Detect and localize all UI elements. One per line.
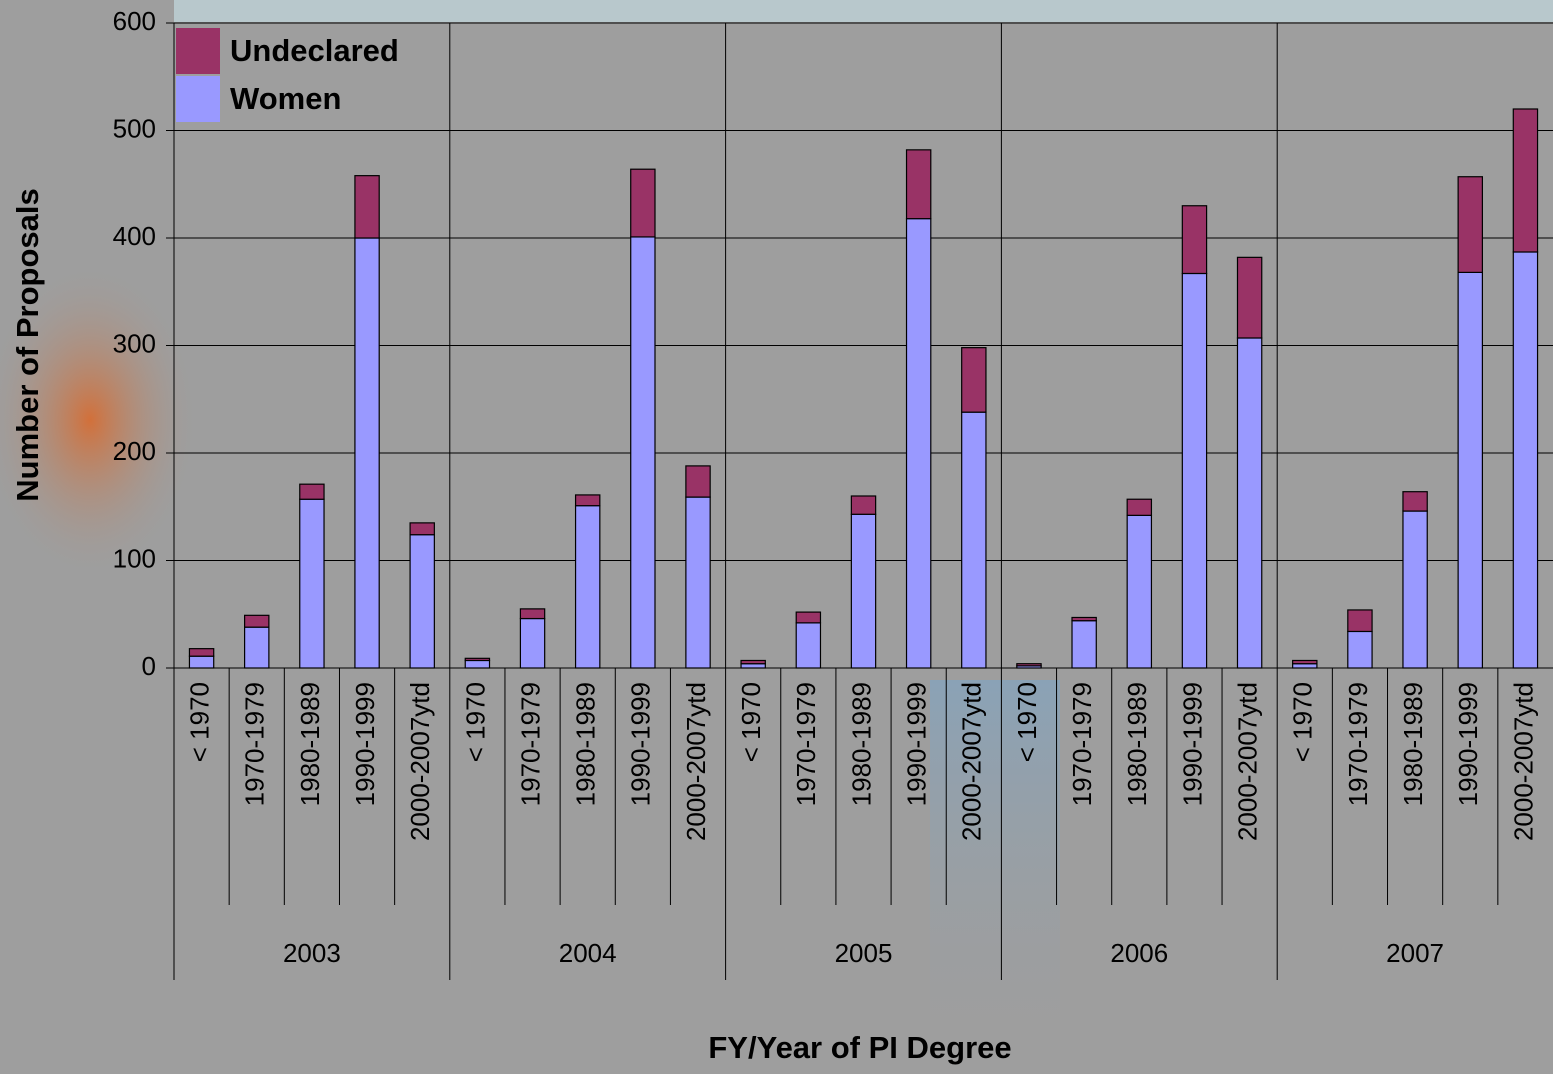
x-tick-label: 1980-1989 bbox=[295, 682, 325, 806]
x-tick-label: 1990-1999 bbox=[1177, 682, 1207, 806]
y-axis-label: Number of Proposals bbox=[10, 188, 45, 502]
group-label: 2007 bbox=[1386, 938, 1444, 968]
x-tick-label: < 1970 bbox=[460, 682, 490, 762]
bg-strip bbox=[174, 0, 1553, 22]
bar-segment bbox=[850, 495, 877, 515]
bar-segment bbox=[244, 614, 270, 628]
x-tick-label: 1970-1979 bbox=[791, 682, 821, 806]
x-tick-label: 1970-1979 bbox=[1343, 682, 1373, 806]
y-tick-label: 600 bbox=[113, 6, 156, 36]
bar-segment bbox=[1181, 205, 1208, 275]
bar-segment bbox=[519, 617, 546, 669]
bar-segment bbox=[905, 218, 932, 669]
x-tick-label: 1980-1989 bbox=[846, 682, 876, 806]
bar-segment bbox=[795, 611, 822, 624]
bar-segment bbox=[464, 657, 491, 662]
x-tick-label: 1970-1979 bbox=[1067, 682, 1097, 806]
x-tick-label: < 1970 bbox=[184, 682, 214, 762]
bar-segment bbox=[1347, 609, 1373, 633]
bar-segment bbox=[1181, 272, 1208, 669]
bar-segment bbox=[409, 522, 435, 536]
bar-segment bbox=[905, 149, 932, 220]
bar-segment bbox=[354, 237, 380, 669]
bar-segment bbox=[1071, 620, 1097, 669]
bar-segment bbox=[1236, 337, 1263, 669]
y-tick-label: 100 bbox=[113, 543, 156, 573]
bar-segment bbox=[1236, 256, 1263, 339]
bar-segment bbox=[630, 236, 656, 669]
x-tick-label: 1980-1989 bbox=[571, 682, 601, 806]
bar-segment bbox=[1402, 491, 1428, 512]
x-tick-label: 1970-1979 bbox=[515, 682, 545, 806]
y-tick-label: 500 bbox=[113, 113, 156, 143]
bar-segment bbox=[1292, 659, 1318, 665]
legend-swatch bbox=[176, 28, 220, 74]
group-label: 2005 bbox=[835, 938, 893, 968]
bar-segment bbox=[850, 513, 877, 669]
group-label: 2004 bbox=[559, 938, 617, 968]
x-tick-label: < 1970 bbox=[1012, 682, 1042, 762]
bar-segment bbox=[1071, 616, 1097, 622]
x-tick-label: 1990-1999 bbox=[350, 682, 380, 806]
y-tick-label: 400 bbox=[113, 221, 156, 251]
bar-segment bbox=[574, 505, 601, 669]
bar-segment bbox=[1016, 663, 1042, 667]
x-tick-label: 1990-1999 bbox=[1453, 682, 1483, 806]
bar-segment bbox=[1347, 630, 1373, 669]
bg-decoration bbox=[930, 680, 1060, 1074]
bar-segment bbox=[740, 663, 766, 669]
x-tick-label: 1970-1979 bbox=[240, 682, 270, 806]
x-tick-label: 1990-1999 bbox=[902, 682, 932, 806]
bar-segment bbox=[1512, 251, 1539, 669]
bar-segment bbox=[354, 175, 380, 239]
x-tick-label: 2000-2007ytd bbox=[405, 682, 435, 841]
bar-segment bbox=[685, 496, 711, 669]
y-tick-label: 300 bbox=[113, 328, 156, 358]
x-tick-label: 1990-1999 bbox=[626, 682, 656, 806]
bar-segment bbox=[188, 655, 215, 669]
bar-segment bbox=[685, 465, 711, 498]
bar-segment bbox=[1402, 510, 1428, 669]
bar-segment bbox=[961, 347, 987, 413]
bar-segment bbox=[1457, 176, 1483, 274]
bar-segment bbox=[299, 483, 325, 500]
bar-segment bbox=[1292, 663, 1318, 669]
x-tick-label: 1980-1989 bbox=[1122, 682, 1152, 806]
x-tick-label: < 1970 bbox=[736, 682, 766, 762]
bar-segment bbox=[1457, 271, 1483, 669]
x-tick-label: 2000-2007ytd bbox=[1508, 682, 1538, 841]
y-tick-label: 200 bbox=[113, 436, 156, 466]
bar-segment bbox=[464, 659, 491, 669]
x-axis-label: FY/Year of PI Degree bbox=[708, 1030, 1011, 1065]
bar-segment bbox=[409, 534, 435, 669]
x-tick-label: 2000-2007ytd bbox=[957, 682, 987, 841]
bar-segment bbox=[188, 648, 215, 657]
bar-segment bbox=[299, 498, 325, 669]
bar-segment bbox=[1126, 498, 1153, 516]
legend-label: Undeclared bbox=[230, 33, 399, 68]
bg-decoration bbox=[0, 260, 200, 580]
x-tick-label: 2000-2007ytd bbox=[681, 682, 711, 841]
x-tick-label: < 1970 bbox=[1288, 682, 1318, 762]
bar-segment bbox=[740, 659, 766, 665]
bar-segment bbox=[961, 411, 987, 669]
bar-segment bbox=[574, 494, 601, 507]
x-tick-label: 1980-1989 bbox=[1398, 682, 1428, 806]
legend-label: Women bbox=[230, 81, 341, 116]
x-tick-label: 2000-2007ytd bbox=[1232, 682, 1262, 841]
group-label: 2006 bbox=[1110, 938, 1168, 968]
bar-segment bbox=[630, 168, 656, 238]
y-tick-label: 0 bbox=[142, 651, 156, 681]
bar-segment bbox=[795, 622, 822, 669]
bar-segment bbox=[244, 626, 270, 669]
legend-swatch bbox=[176, 76, 220, 122]
group-label: 2003 bbox=[283, 938, 341, 968]
bar-segment bbox=[1512, 108, 1539, 253]
bar-segment bbox=[519, 608, 546, 620]
bar-segment bbox=[1126, 514, 1153, 669]
